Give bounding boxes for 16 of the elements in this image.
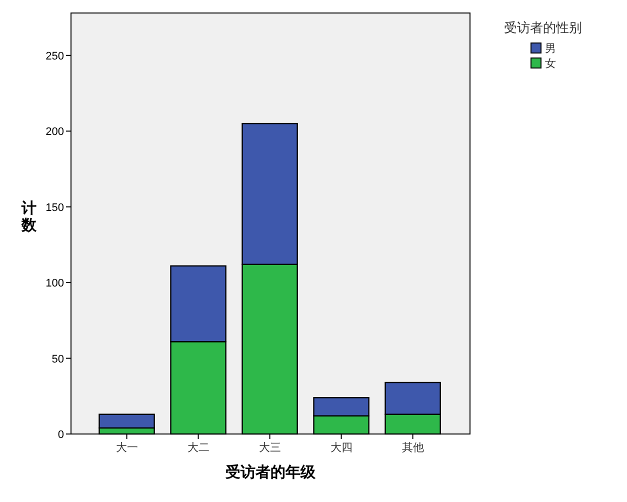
y-tick-label: 200 xyxy=(46,126,64,138)
y-tick-label: 50 xyxy=(52,353,64,366)
x-tick-label: 其他 xyxy=(402,441,424,454)
y-axis-title: 计数 xyxy=(20,200,38,234)
x-axis-title: 受访者的年级 xyxy=(224,463,316,481)
legend-label: 男 xyxy=(545,43,556,55)
y-tick-label: 250 xyxy=(46,50,64,62)
x-tick-label: 大二 xyxy=(187,441,210,454)
x-tick-label: 大三 xyxy=(258,441,281,454)
y-tick-label: 0 xyxy=(58,429,64,441)
y-tick-label: 150 xyxy=(46,202,64,214)
x-tick-label: 大四 xyxy=(330,441,352,454)
legend-label: 女 xyxy=(545,58,556,70)
legend-title: 受访者的性别 xyxy=(504,20,582,35)
y-tick-label: 100 xyxy=(46,278,64,290)
x-tick-label: 大一 xyxy=(116,441,138,454)
